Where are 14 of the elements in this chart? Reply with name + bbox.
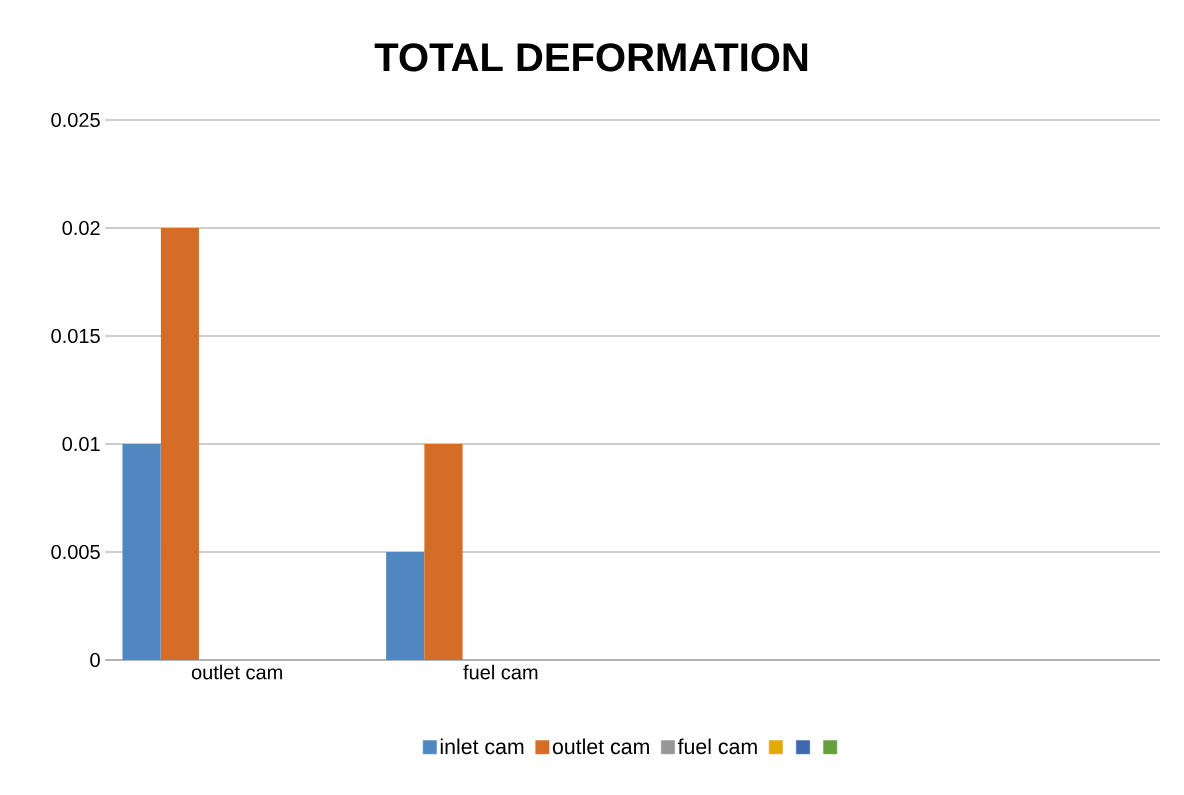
legend-label: inlet cam — [440, 738, 524, 755]
bar — [386, 552, 425, 661]
chart-title: TOTAL DEFORMATION — [374, 43, 808, 72]
y-tick-label: 0.025 — [51, 113, 100, 128]
y-tick-label: 0.02 — [62, 221, 100, 236]
y-tick-label: 0.01 — [62, 437, 100, 452]
y-tick-label: 0.015 — [51, 329, 100, 344]
legend-label: fuel cam — [677, 738, 757, 755]
bar — [424, 444, 463, 661]
y-tick-label: 0.005 — [51, 545, 100, 560]
bar — [122, 444, 161, 661]
bar — [160, 228, 199, 661]
legend-label: outlet cam — [552, 738, 649, 755]
y-tick-label: 0 — [90, 653, 100, 668]
